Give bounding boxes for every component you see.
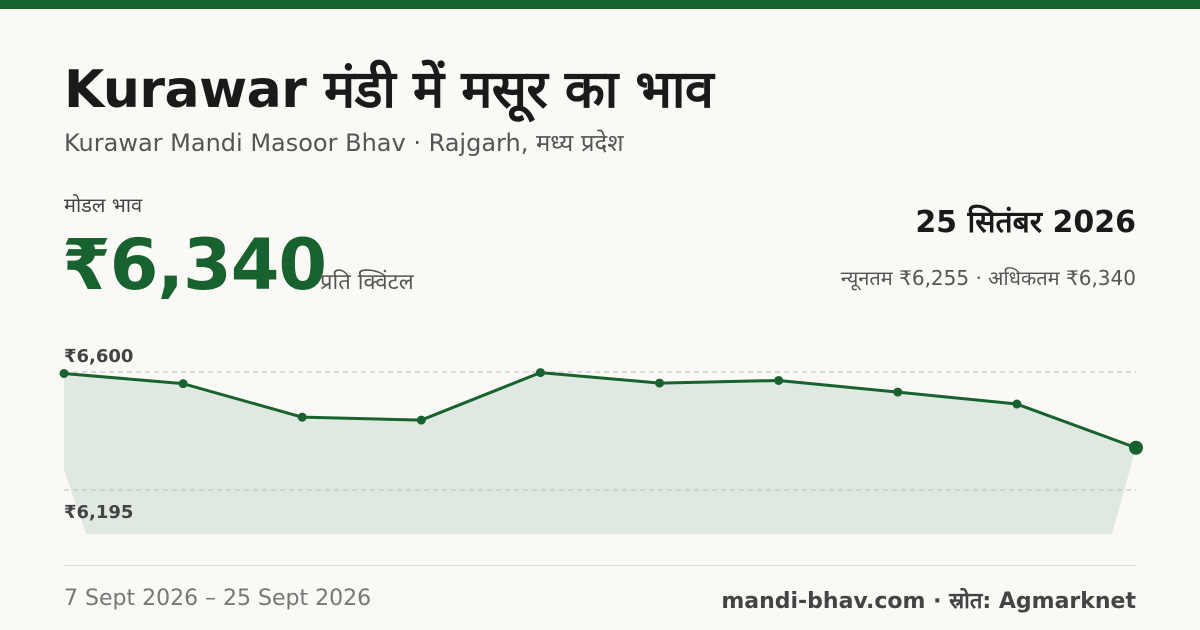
data-point xyxy=(893,387,903,397)
footer-source: mandi-bhav.com · स्रोत: Agmarknet xyxy=(721,589,1136,614)
price-trend-chart: ₹6,600 ₹6,195 xyxy=(59,346,1143,534)
data-point xyxy=(535,368,545,378)
footer-date-range: 7 Sept 2026 – 25 Sept 2026 xyxy=(64,586,372,611)
model-price-value: ₹6,340 xyxy=(62,224,327,306)
page-title: Kurawar मंडी में मसूर का भाव xyxy=(64,60,714,120)
data-point xyxy=(297,412,307,422)
footer-divider xyxy=(64,565,1136,566)
y-tick-label: ₹6,195 xyxy=(64,502,133,523)
model-price-label: मोडल भाव xyxy=(64,193,143,217)
data-point xyxy=(774,375,784,385)
data-point xyxy=(1012,399,1022,409)
data-point xyxy=(416,415,426,425)
min-max-range: न्यूनतम ₹6,255 · अधिकतम ₹6,340 xyxy=(840,266,1136,290)
page-subtitle: Kurawar Mandi Masoor Bhav · Rajgarh, मध्… xyxy=(64,129,624,157)
y-tick-label: ₹6,600 xyxy=(64,346,133,367)
top-accent-bar xyxy=(0,0,1200,9)
price-date: 25 सितंबर 2026 xyxy=(915,205,1136,240)
area-fill xyxy=(64,372,1136,534)
series-line xyxy=(63,371,1137,450)
data-point xyxy=(655,378,665,388)
data-point xyxy=(59,368,69,378)
data-point xyxy=(178,379,188,389)
price-unit: प्रति क्विंटल xyxy=(320,270,414,295)
latest-point xyxy=(1129,440,1143,455)
